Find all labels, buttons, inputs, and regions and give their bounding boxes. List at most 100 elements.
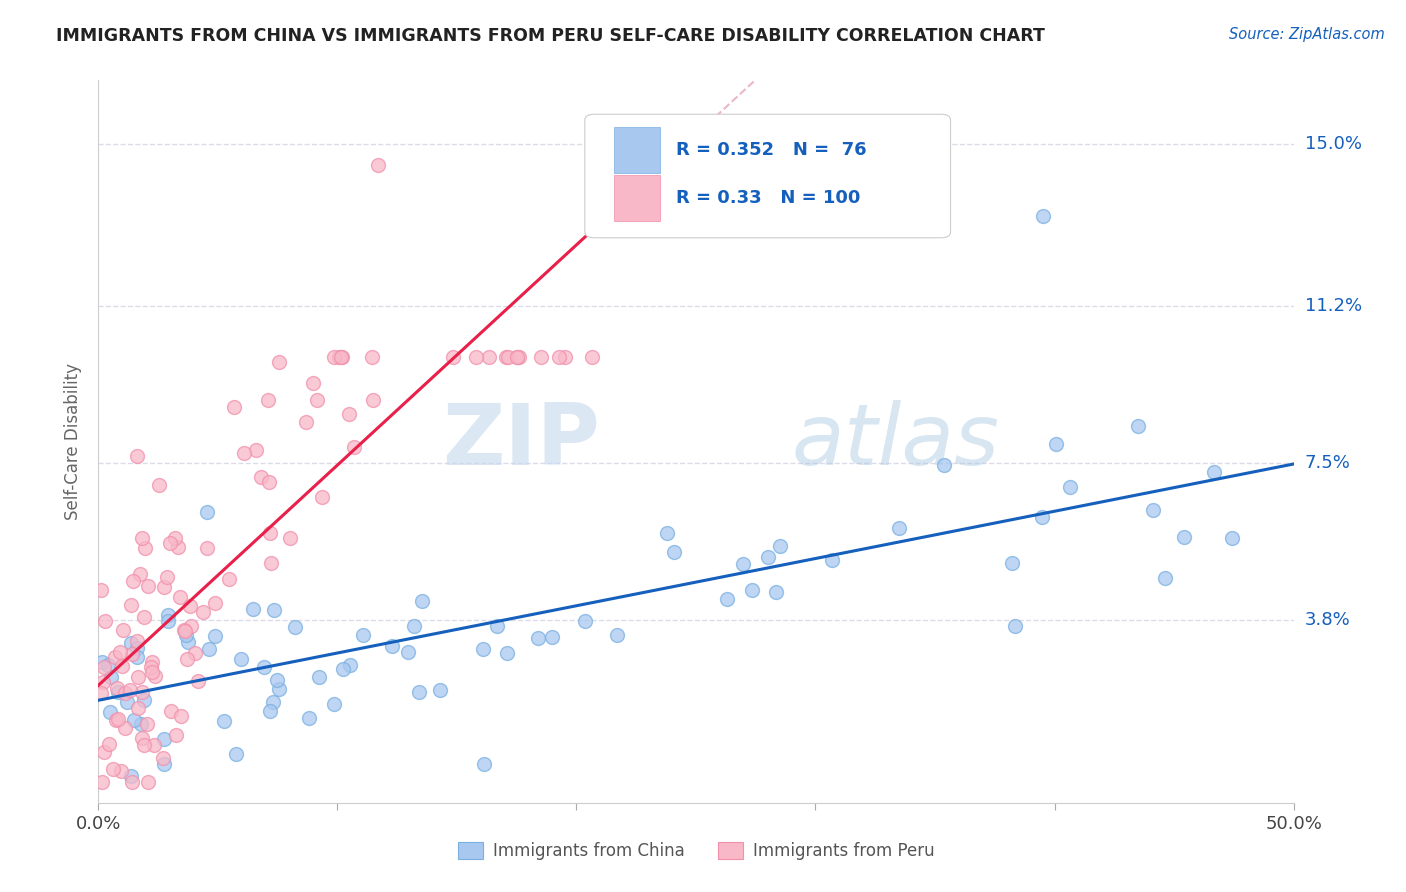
Point: [441, 350, 464, 364]
Point: [93, 660, 115, 674]
Point: [145, 669, 167, 683]
Point: [218, 572, 240, 586]
Text: R = 0.33   N = 100: R = 0.33 N = 100: [676, 189, 860, 207]
Point: [135, 717, 157, 731]
Point: [91, 655, 114, 669]
Point: [477, 350, 499, 364]
Text: IMMIGRANTS FROM CHINA VS IMMIGRANTS FROM PERU SELF-CARE DISABILITY CORRELATION C: IMMIGRANTS FROM CHINA VS IMMIGRANTS FROM…: [56, 27, 1045, 45]
Point: [329, 350, 352, 364]
Point: [90, 582, 112, 597]
Point: [131, 531, 153, 545]
Point: [180, 618, 202, 632]
Point: [242, 602, 264, 616]
Point: [887, 521, 910, 535]
Point: [396, 645, 419, 659]
Point: [141, 665, 163, 680]
Point: [129, 716, 152, 731]
Point: [530, 350, 553, 364]
Point: [136, 579, 159, 593]
Point: [472, 642, 495, 657]
Point: [259, 525, 281, 540]
Point: [305, 392, 328, 407]
Point: [90, 686, 112, 700]
Text: Source: ZipAtlas.com: Source: ZipAtlas.com: [1229, 27, 1385, 42]
Point: [339, 658, 361, 673]
Point: [548, 350, 571, 364]
Point: [541, 630, 564, 644]
Point: [1173, 530, 1195, 544]
Point: [108, 645, 131, 659]
Point: [508, 350, 530, 364]
Point: [229, 652, 252, 666]
Point: [169, 590, 191, 604]
Point: [472, 756, 495, 771]
Point: [527, 631, 550, 645]
Point: [120, 598, 142, 612]
Point: [141, 660, 163, 674]
Point: [118, 682, 141, 697]
Point: [96, 658, 118, 673]
Point: [367, 158, 389, 172]
Point: [263, 603, 285, 617]
Point: [1220, 531, 1243, 545]
Point: [934, 458, 956, 472]
Point: [280, 531, 302, 545]
Point: [249, 469, 271, 483]
Point: [302, 376, 325, 390]
Point: [114, 686, 136, 700]
Point: [141, 656, 163, 670]
Point: [128, 566, 150, 581]
Point: [187, 673, 209, 688]
Point: [225, 747, 247, 761]
Point: [506, 350, 529, 364]
Point: [91, 674, 114, 689]
Point: [257, 393, 280, 408]
Point: [429, 682, 451, 697]
Point: [308, 670, 330, 684]
Point: [165, 728, 187, 742]
Point: [232, 446, 254, 460]
Point: [131, 731, 153, 745]
Point: [1031, 510, 1053, 524]
Point: [262, 695, 284, 709]
Point: [100, 670, 122, 684]
Point: [337, 408, 360, 422]
Point: [212, 714, 235, 728]
Point: [655, 525, 678, 540]
Point: [1045, 436, 1067, 450]
Point: [153, 580, 176, 594]
Point: [152, 751, 174, 765]
Point: [408, 685, 430, 699]
Point: [260, 556, 283, 570]
Point: [496, 350, 519, 364]
Point: [821, 553, 844, 567]
Point: [110, 659, 132, 673]
Point: [121, 574, 143, 588]
Point: [1126, 419, 1149, 434]
Point: [495, 646, 517, 660]
Point: [298, 711, 321, 725]
Point: [127, 649, 149, 664]
Point: [156, 614, 179, 628]
Point: [343, 440, 366, 454]
Point: [295, 415, 318, 429]
Point: [132, 609, 155, 624]
Point: [105, 681, 128, 696]
Text: 15.0%: 15.0%: [1305, 135, 1361, 153]
Point: [173, 623, 195, 637]
Point: [153, 731, 176, 746]
Point: [104, 713, 127, 727]
Point: [159, 535, 181, 549]
Point: [1001, 556, 1024, 570]
Point: [741, 582, 763, 597]
Point: [174, 627, 197, 641]
Point: [156, 570, 179, 584]
Point: [266, 673, 288, 688]
Point: [122, 713, 145, 727]
Point: [132, 693, 155, 707]
Point: [581, 350, 603, 364]
Point: [156, 607, 179, 622]
Point: [131, 685, 153, 699]
Point: [170, 709, 193, 723]
FancyBboxPatch shape: [613, 128, 661, 173]
